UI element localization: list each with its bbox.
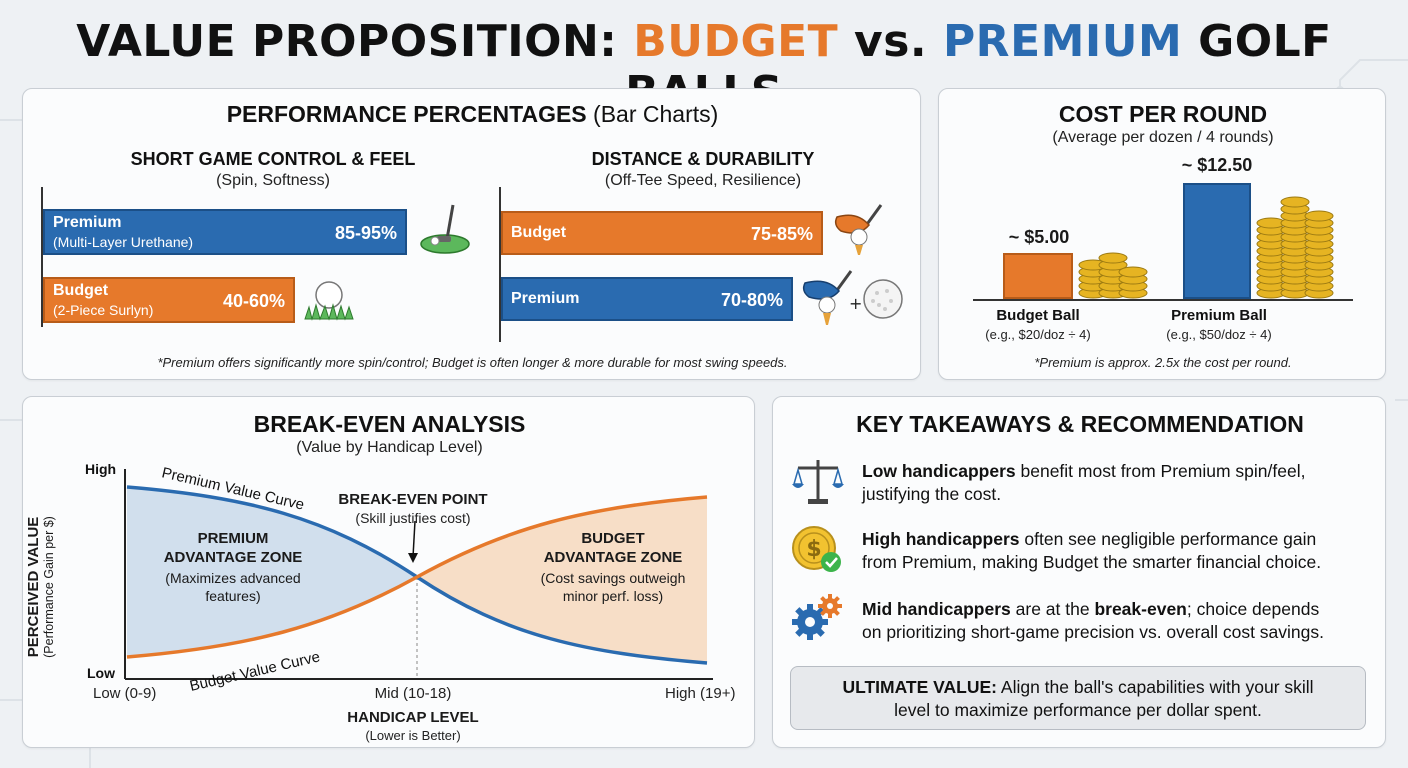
cost-title: COST PER ROUND [1058, 101, 1268, 127]
bar-value: 40-60% [222, 291, 285, 311]
distance-budget-bar: Budget 75-85% [501, 211, 823, 255]
breakeven-title: BREAK-EVEN ANALYSIS [253, 411, 526, 437]
ultimate-value-box: ULTIMATE VALUE: Align the ball's capabil… [790, 666, 1366, 730]
bar-value: 75-85% [750, 224, 813, 244]
break-even-label: BREAK-EVEN POINT [338, 491, 488, 508]
cost-note: *Premium is approx. 2.5x the cost per ro… [1034, 355, 1292, 370]
cost-budget-value: ~ $5.00 [1008, 226, 1070, 247]
break-even-arrowhead [408, 553, 418, 563]
scale-icon [792, 460, 844, 504]
coin-stack-icon [1078, 252, 1148, 299]
title-budget: BUDGET [633, 16, 839, 67]
putter-green-icon [420, 204, 470, 254]
x-tick-high: High (19+) [665, 685, 736, 702]
short-game-subtitle: (Spin, Softness) [216, 172, 330, 189]
budget-advantage-zone [417, 497, 707, 663]
cost-panel: COST PER ROUND (Average per dozen / 4 ro… [938, 88, 1386, 380]
svg-text:+: + [849, 294, 862, 313]
bar-detail: (2-Piece Surlyn) [53, 302, 154, 318]
breakeven-chart: Premium Value Curve Budget Value Curve [124, 464, 713, 695]
cost-premium-value: ~ $12.50 [1181, 155, 1253, 175]
budget-value-curve [126, 495, 708, 659]
cost-baseline [973, 299, 1353, 301]
premium-zone-label: PREMIUM ADVANTAGE ZONE [163, 530, 303, 566]
y-tick-high: High [85, 461, 117, 477]
short-game-title: SHORT GAME CONTROL & FEEL [130, 149, 416, 169]
bar-value: 85-95% [334, 223, 397, 243]
svg-text:$: $ [806, 537, 821, 562]
title-prefix: VALUE PROPOSITION: [76, 16, 634, 67]
budget-zone-sublabel: (Cost savings outweigh minor perf. loss) [540, 570, 686, 604]
page-title: VALUE PROPOSITION: BUDGET vs. PREMIUM GO… [0, 16, 1408, 118]
distance-title: DISTANCE & DURABILITY [591, 149, 815, 169]
distance-subtitle: (Off-Tee Speed, Resilience) [604, 172, 802, 189]
cost-premium-bar [1183, 183, 1251, 299]
x-tick-mid: Mid (10-18) [374, 685, 452, 702]
dollar-coin-icon: $ [792, 526, 841, 572]
cost-subtitle: (Average per dozen / 4 rounds) [1052, 129, 1274, 146]
budget-zone-label: BUDGET ADVANTAGE ZONE [543, 530, 683, 566]
cost-premium-label: Premium Ball [1171, 307, 1267, 324]
ball-on-grass-icon [304, 281, 354, 321]
breakeven-subtitle: (Value by Handicap Level) [296, 439, 483, 456]
distance-axis [499, 187, 501, 342]
bar-label: Budget [511, 224, 567, 241]
takeaway-high-handicap: High handicappers often see negligible p… [862, 529, 1322, 572]
driver-tee-icon [834, 204, 883, 255]
breakeven-panel: BREAK-EVEN ANALYSIS (Value by Handicap L… [22, 396, 755, 748]
bar-value: 70-80% [720, 290, 783, 310]
coin-stack-icon [1256, 196, 1334, 299]
distance-premium-bar: Premium 70-80% [501, 277, 793, 321]
y-tick-low: Low [87, 665, 115, 681]
cost-budget-detail: (e.g., $20/doz ÷ 4) [985, 327, 1091, 342]
gears-icon [792, 594, 842, 640]
break-even-sublabel: (Skill justifies cost) [355, 510, 471, 526]
short-game-axis [41, 187, 43, 327]
bar-label: Budget [53, 282, 109, 299]
bar-detail: (Multi-Layer Urethane) [53, 234, 194, 250]
x-axis-sublabel: (Lower is Better) [365, 728, 461, 743]
short-game-premium-bar: Premium (Multi-Layer Urethane) 85-95% [43, 209, 407, 255]
premium-zone-sublabel: (Maximizes advanced features) [165, 570, 301, 604]
performance-note: *Premium offers significantly more spin/… [157, 355, 788, 370]
x-axis-label: HANDICAP LEVEL [347, 709, 479, 726]
budget-curve-label: Budget Value Curve [188, 648, 322, 695]
takeaways-title: KEY TAKEAWAYS & RECOMMENDATION [856, 411, 1304, 437]
cost-premium-detail: (e.g., $50/doz ÷ 4) [1166, 327, 1272, 342]
break-even-arrow [412, 520, 416, 558]
premium-advantage-zone [127, 487, 417, 657]
driver-tee-plus-ball-icon: + [802, 270, 903, 325]
takeaway-low-handicap: Low handicappers benefit most from Premi… [862, 461, 1306, 504]
y-axis-label: PERCEIVED VALUE (Performance Gain per $) [25, 516, 56, 658]
x-tick-low: Low (0-9) [93, 685, 157, 702]
performance-title: PERFORMANCE PERCENTAGES (Bar Charts) [226, 101, 719, 127]
bar-label: Premium [53, 214, 122, 231]
title-premium: PREMIUM [942, 16, 1183, 67]
cost-budget-label: Budget Ball [996, 307, 1080, 324]
cost-budget-bar [1003, 252, 1073, 299]
bar-label: Premium [511, 290, 580, 307]
performance-panel: PERFORMANCE PERCENTAGES (Bar Charts) SHO… [22, 88, 921, 380]
short-game-budget-bar: Budget (2-Piece Surlyn) 40-60% [43, 277, 295, 323]
title-vs: vs. [838, 16, 943, 67]
takeaway-mid-handicap: Mid handicappers are at the break-even; … [862, 599, 1324, 642]
